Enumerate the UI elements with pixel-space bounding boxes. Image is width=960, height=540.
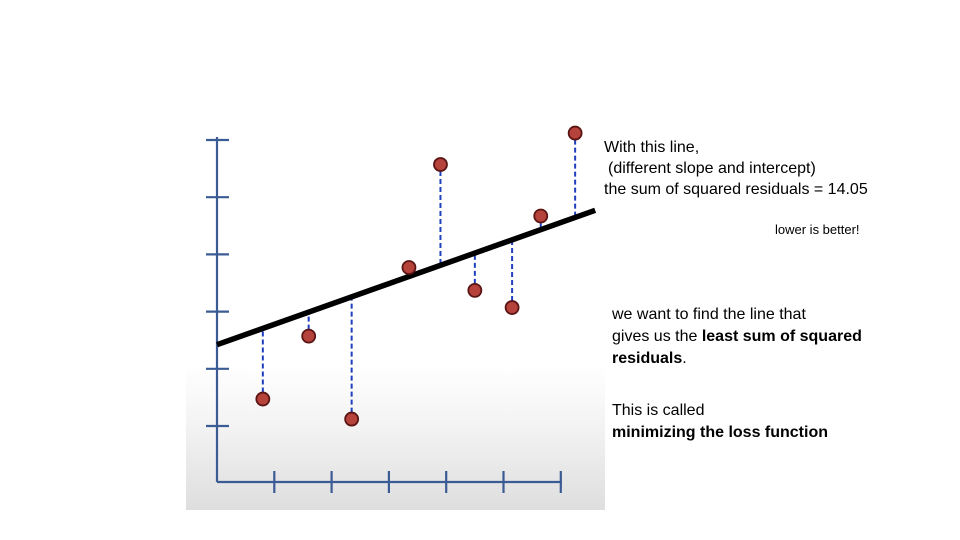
caption-line-with-this-line: With this line,: [604, 139, 700, 156]
caption-loss: This is called minimizing the loss funct…: [612, 400, 828, 444]
data-point: [433, 157, 448, 172]
data-point: [567, 125, 583, 141]
goal-line-3-suffix: .: [682, 350, 687, 367]
fit-line: [216, 207, 597, 348]
loss-line-1: This is called: [612, 402, 705, 419]
data-points: [255, 125, 583, 427]
data-point: [467, 282, 483, 298]
goal-line-2-bold: least sum of squared: [701, 328, 862, 345]
loss-line-2-bold: minimizing the loss function: [612, 424, 828, 441]
data-point: [504, 300, 520, 315]
data-point: [255, 391, 271, 407]
goal-line-3: residuals.: [612, 348, 862, 370]
data-point: [401, 260, 417, 275]
data-point: [344, 411, 360, 427]
note-lower-is-better: lower is better!: [775, 222, 860, 237]
goal-line-2-prefix: gives us the: [612, 328, 702, 345]
fit-line-group: [216, 207, 597, 348]
plot-background: [186, 127, 605, 510]
caption-goal: we want to find the line that gives us t…: [612, 304, 862, 370]
goal-line-1: we want to find the line that: [612, 306, 806, 323]
scatter-plot: [206, 125, 597, 493]
residual-lines: [261, 139, 577, 413]
caption-line-sum-value: the sum of squared residuals = 14.05: [604, 181, 868, 198]
data-point: [533, 208, 549, 224]
caption-line-slope-intercept: (different slope and intercept): [608, 160, 816, 177]
goal-line-3-bold: residuals: [612, 350, 683, 367]
axes: [206, 137, 562, 493]
data-point: [301, 328, 317, 344]
goal-line-2: gives us the least sum of squared: [612, 326, 862, 348]
caption-sum-of-squares: With this line, (different slope and int…: [604, 137, 868, 200]
